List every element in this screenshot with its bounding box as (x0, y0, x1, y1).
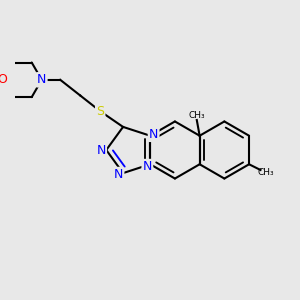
Text: N: N (143, 160, 152, 173)
Text: N: N (149, 128, 158, 141)
Text: N: N (97, 143, 106, 157)
Text: O: O (0, 73, 7, 86)
Text: S: S (96, 105, 104, 118)
Text: CH₃: CH₃ (258, 168, 274, 177)
Text: N: N (114, 168, 123, 181)
Text: N: N (37, 73, 46, 86)
Text: CH₃: CH₃ (188, 111, 205, 120)
